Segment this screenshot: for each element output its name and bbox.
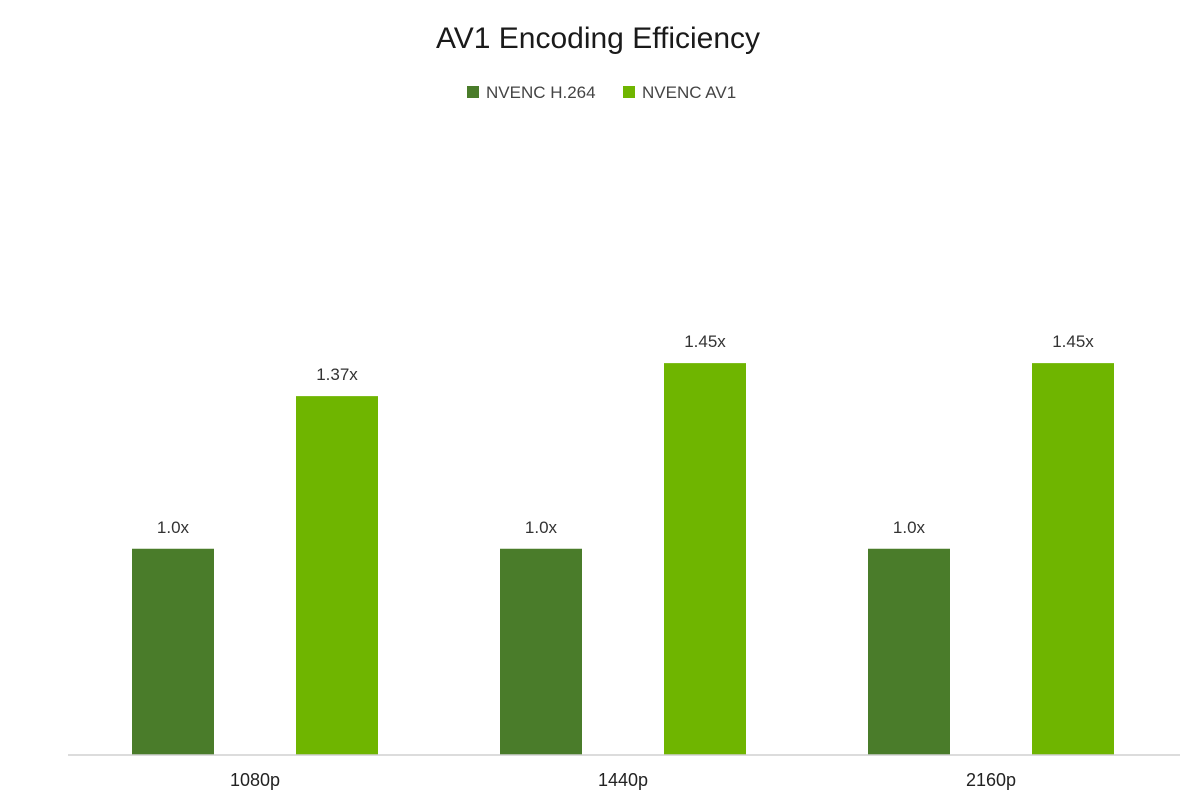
bar-labels: 1.0x 1.37x 1.0x 1.45x 1.0x 1.45x bbox=[157, 332, 1094, 537]
bar-2160p-av1 bbox=[1032, 363, 1114, 755]
x-tick-label-1080p: 1080p bbox=[230, 770, 280, 790]
bar-2160p-h264 bbox=[868, 548, 950, 755]
data-label-2160p-h264: 1.0x bbox=[893, 518, 926, 537]
data-label-1080p-h264: 1.0x bbox=[157, 518, 190, 537]
legend-label-h264: NVENC H.264 bbox=[486, 83, 596, 102]
chart-title: AV1 Encoding Efficiency bbox=[436, 22, 760, 55]
legend: NVENC H.264 NVENC AV1 bbox=[467, 83, 736, 102]
data-label-1080p-av1: 1.37x bbox=[316, 365, 358, 384]
x-tick-label-2160p: 2160p bbox=[966, 770, 1016, 790]
data-label-1440p-h264: 1.0x bbox=[525, 518, 558, 537]
legend-swatch-av1 bbox=[623, 86, 635, 98]
x-tick-label-1440p: 1440p bbox=[598, 770, 648, 790]
bars bbox=[132, 363, 1114, 755]
legend-label-av1: NVENC AV1 bbox=[642, 83, 736, 102]
bar-1440p-h264 bbox=[500, 548, 582, 755]
data-label-1440p-av1: 1.45x bbox=[684, 332, 726, 351]
bar-1080p-h264 bbox=[132, 548, 214, 755]
bar-1440p-av1 bbox=[664, 363, 746, 755]
data-label-2160p-av1: 1.45x bbox=[1052, 332, 1094, 351]
x-axis-ticks: 1080p 1440p 2160p bbox=[230, 770, 1016, 790]
bar-1080p-av1 bbox=[296, 396, 378, 755]
legend-swatch-h264 bbox=[467, 86, 479, 98]
